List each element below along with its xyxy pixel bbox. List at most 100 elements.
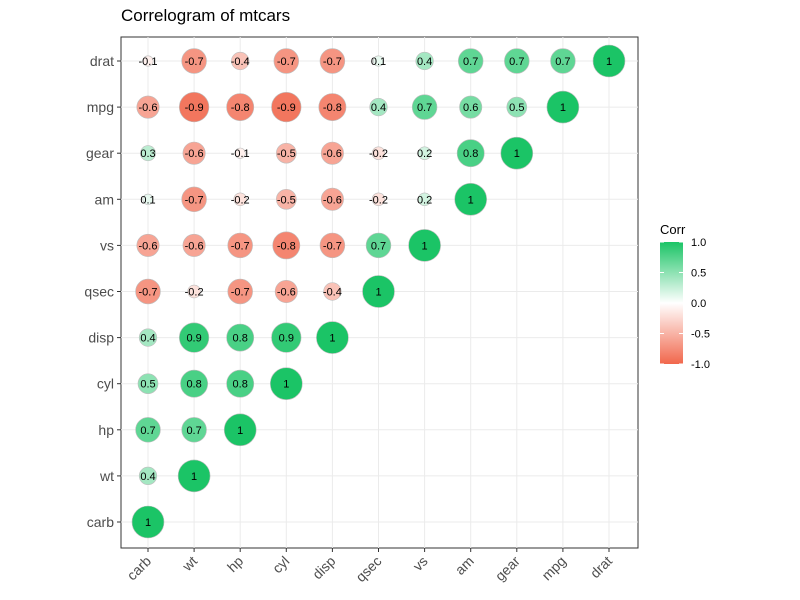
y-axis-ticks: carb wt hp cyl disp qsec vs am gear mpg drat — [84, 53, 121, 530]
corr-label-vs-vs: 1 — [422, 240, 428, 252]
y-tick-label-carb: carb — [87, 514, 114, 530]
corr-circle-qsec-vs — [365, 232, 392, 259]
corr-circle-wt-mpg — [179, 91, 210, 123]
corr-circle-cyl-gear — [275, 142, 297, 164]
x-tick-label-drat: drat — [587, 553, 615, 581]
corr-circle-gear-drat — [504, 48, 530, 74]
corr-circle-hp-disp — [226, 323, 255, 352]
corr-label-cyl-cyl: 1 — [283, 379, 289, 391]
corr-circle-vs-mpg — [411, 94, 438, 120]
corr-label-wt-wt: 1 — [191, 471, 197, 483]
corr-circle-drat-drat — [592, 44, 626, 78]
y-tick-label-drat: drat — [90, 53, 114, 69]
corr-label-cyl-drat: -0.7 — [277, 56, 296, 68]
x-tick-label-wt: wt — [178, 553, 200, 575]
corr-label-vs-am: 0.2 — [417, 194, 432, 206]
corr-circle-qsec-am — [371, 192, 386, 207]
corr-circle-carb-drat — [142, 55, 154, 67]
corr-circle-wt-disp — [179, 322, 210, 353]
corr-circle-carb-wt — [138, 466, 158, 486]
corr-label-disp-mpg: -0.8 — [323, 102, 342, 114]
corr-label-cyl-gear: -0.5 — [277, 148, 296, 160]
corr-circle-hp-qsec — [227, 278, 253, 305]
corr-circle-cyl-vs — [272, 231, 301, 260]
x-axis-ticks: carb wt hp cyl disp qsec vs am gear mpg drat — [124, 548, 615, 585]
corr-circle-disp-qsec — [323, 282, 342, 301]
legend-ticks: 1.0 0.5 0.0 -0.5 -1.0 — [660, 237, 710, 371]
corr-label-qsec-mpg: 0.4 — [371, 102, 386, 114]
corr-circle-disp-vs — [319, 232, 346, 259]
corr-label-cyl-disp: 0.9 — [279, 333, 294, 345]
corr-circle-vs-am — [417, 192, 432, 207]
corr-label-qsec-gear: -0.2 — [369, 148, 388, 160]
y-tick-label-mpg: mpg — [87, 99, 114, 115]
legend-tick-label: 1.0 — [691, 237, 706, 249]
y-tick-label-qsec: qsec — [84, 284, 114, 300]
corr-circle-hp-mpg — [226, 93, 255, 122]
corr-circle-disp-disp — [316, 321, 349, 354]
x-tick-label-cyl: cyl — [269, 553, 292, 576]
corr-label-wt-disp: 0.9 — [186, 333, 201, 345]
corr-label-qsec-drat: 0.1 — [371, 56, 386, 68]
corr-label-gear-drat: 0.7 — [509, 56, 524, 68]
legend-tick-label: -0.5 — [691, 329, 710, 341]
corr-label-gear-gear: 1 — [514, 148, 520, 160]
corr-label-am-mpg: 0.6 — [463, 102, 478, 114]
corr-label-am-gear: 0.8 — [463, 148, 478, 160]
corr-circle-vs-drat — [415, 51, 434, 71]
corr-circle-qsec-drat — [372, 55, 384, 67]
corr-label-disp-vs: -0.7 — [323, 240, 342, 252]
corr-circle-mpg-mpg — [546, 90, 580, 124]
corr-label-hp-drat: -0.4 — [231, 56, 250, 68]
corr-label-wt-gear: -0.6 — [185, 148, 204, 160]
y-tick-label-wt: wt — [99, 468, 114, 484]
corr-label-disp-gear: -0.6 — [323, 148, 342, 160]
corr-circle-wt-gear — [182, 141, 206, 165]
corr-label-mpg-mpg: 1 — [560, 102, 566, 114]
corr-label-am-drat: 0.7 — [463, 56, 478, 68]
corr-circle-carb-hp — [135, 417, 161, 443]
corr-label-wt-mpg: -0.9 — [185, 102, 204, 114]
corr-circle-qsec-qsec — [362, 275, 395, 308]
corr-label-carb-gear: 0.3 — [140, 148, 155, 160]
corr-label-carb-carb: 1 — [145, 517, 151, 529]
corr-label-vs-mpg: 0.7 — [417, 102, 432, 114]
corr-label-carb-disp: 0.4 — [140, 333, 155, 345]
corr-circle-am-gear — [456, 139, 485, 168]
corr-circle-mpg-drat — [550, 48, 576, 74]
legend-tick-label: -1.0 — [691, 359, 710, 371]
corr-label-wt-cyl: 0.8 — [186, 379, 201, 391]
corr-label-hp-gear: -0.1 — [231, 148, 250, 160]
corr-circle-carb-cyl — [137, 373, 159, 395]
corr-circle-cyl-disp — [271, 322, 302, 353]
corr-label-hp-mpg: -0.8 — [231, 102, 250, 114]
corr-circle-vs-vs — [408, 229, 441, 262]
corr-label-cyl-am: -0.5 — [277, 194, 296, 206]
corr-circle-qsec-mpg — [369, 97, 388, 117]
corr-label-wt-vs: -0.6 — [185, 240, 204, 252]
legend-tick-label: 0.5 — [691, 268, 706, 280]
x-tick-label-qsec: qsec — [352, 553, 384, 585]
corr-label-hp-hp: 1 — [237, 425, 243, 437]
corr-label-disp-drat: -0.7 — [323, 56, 342, 68]
corr-circle-carb-gear — [140, 145, 156, 162]
corr-label-vs-drat: 0.4 — [417, 56, 432, 68]
corr-label-hp-cyl: 0.8 — [233, 379, 248, 391]
corr-label-carb-hp: 0.7 — [140, 425, 155, 437]
corr-label-carb-cyl: 0.5 — [140, 379, 155, 391]
corr-circle-cyl-drat — [273, 48, 299, 74]
x-tick-label-vs: vs — [410, 553, 431, 574]
corr-circle-am-drat — [458, 48, 484, 74]
corr-label-disp-disp: 1 — [329, 333, 335, 345]
y-tick-label-am: am — [95, 191, 114, 207]
corr-circle-gear-gear — [500, 136, 534, 170]
corr-label-drat-drat: 1 — [606, 56, 612, 68]
corr-label-qsec-vs: 0.7 — [371, 240, 386, 252]
corr-circle-qsec-gear — [371, 146, 386, 160]
y-tick-label-cyl: cyl — [97, 376, 114, 392]
corr-label-cyl-qsec: -0.6 — [277, 287, 296, 299]
corr-label-carb-drat: -0.1 — [139, 56, 158, 68]
corr-circle-wt-qsec — [187, 284, 201, 299]
corr-circle-hp-gear — [234, 147, 246, 159]
